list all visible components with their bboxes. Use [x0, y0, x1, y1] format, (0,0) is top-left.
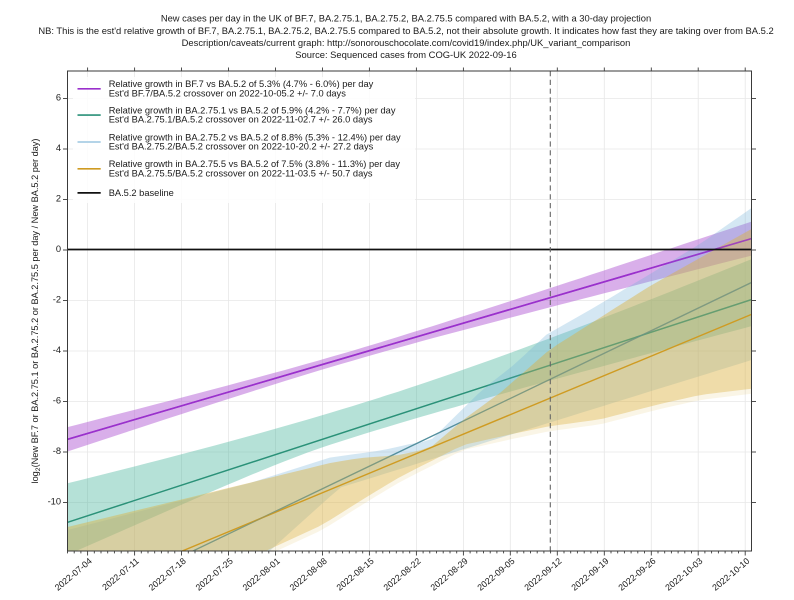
svg-text:2: 2: [56, 193, 61, 203]
svg-text:Relative growth in BA.2.75.5 v: Relative growth in BA.2.75.5 vs BA.5.2 o…: [109, 159, 401, 169]
svg-text:2022-08-01: 2022-08-01: [241, 556, 282, 593]
svg-text:-10: -10: [48, 496, 61, 506]
svg-text:6: 6: [56, 92, 61, 102]
svg-text:Est'd BA.2.75.5/BA.5.2 crossov: Est'd BA.2.75.5/BA.5.2 crossover on 2022…: [109, 168, 373, 178]
svg-text:2022-09-26: 2022-09-26: [616, 556, 657, 593]
svg-text:2022-08-15: 2022-08-15: [334, 556, 375, 593]
svg-text:-4: -4: [53, 345, 61, 355]
svg-text:2022-09-12: 2022-09-12: [522, 556, 563, 593]
svg-text:Relative growth in BA.2.75.1 v: Relative growth in BA.2.75.1 vs BA.5.2 o…: [109, 105, 396, 115]
svg-text:-2: -2: [53, 294, 61, 304]
svg-text:2022-10-10: 2022-10-10: [710, 556, 751, 593]
svg-text:Est'd BA.2.75.2/BA.5.2 crossov: Est'd BA.2.75.2/BA.5.2 crossover on 2022…: [109, 142, 374, 152]
svg-text:Est'd BF.7/BA.5.2 crossover on: Est'd BF.7/BA.5.2 crossover on 2022-10-0…: [109, 88, 347, 98]
svg-text:0: 0: [56, 244, 61, 254]
svg-text:Source: Sequenced cases from C: Source: Sequenced cases from COG-UK 2022…: [295, 49, 516, 60]
svg-text:2022-07-04: 2022-07-04: [53, 556, 94, 593]
svg-text:2022-07-18: 2022-07-18: [147, 556, 188, 593]
svg-text:2022-08-29: 2022-08-29: [428, 556, 469, 593]
svg-text:Relative growth in BF.7 vs BA.: Relative growth in BF.7 vs BA.5.2 of 5.3…: [109, 79, 374, 89]
svg-text:2022-09-19: 2022-09-19: [569, 556, 610, 593]
svg-text:Description/caveats/current gr: Description/caveats/current graph: http:…: [182, 37, 631, 48]
svg-text:2022-07-25: 2022-07-25: [194, 556, 235, 593]
svg-text:2022-08-22: 2022-08-22: [381, 556, 422, 593]
svg-text:-6: -6: [53, 395, 61, 405]
svg-text:log2(New BF.7 or BA.2.75.1 or: log2(New BF.7 or BA.2.75.1 or BA.2.75.2 …: [30, 139, 42, 484]
svg-text:4: 4: [56, 143, 61, 153]
svg-text:2022-08-08: 2022-08-08: [288, 556, 329, 593]
svg-text:NB: This is the est'd relative: NB: This is the est'd relative growth of…: [38, 25, 773, 36]
svg-text:-8: -8: [53, 446, 61, 456]
svg-text:BA.5.2 baseline: BA.5.2 baseline: [109, 188, 174, 198]
svg-text:New cases per day in the UK of: New cases per day in the UK of BF.7, BA.…: [161, 12, 651, 23]
svg-text:2022-09-05: 2022-09-05: [475, 556, 516, 593]
svg-text:2022-07-11: 2022-07-11: [100, 556, 141, 592]
svg-text:2022-10-03: 2022-10-03: [663, 556, 704, 593]
svg-text:Relative growth in BA.2.75.2 v: Relative growth in BA.2.75.2 vs BA.5.2 o…: [109, 132, 401, 142]
svg-text:Est'd BA.2.75.1/BA.5.2 crossov: Est'd BA.2.75.1/BA.5.2 crossover on 2022…: [109, 115, 373, 125]
